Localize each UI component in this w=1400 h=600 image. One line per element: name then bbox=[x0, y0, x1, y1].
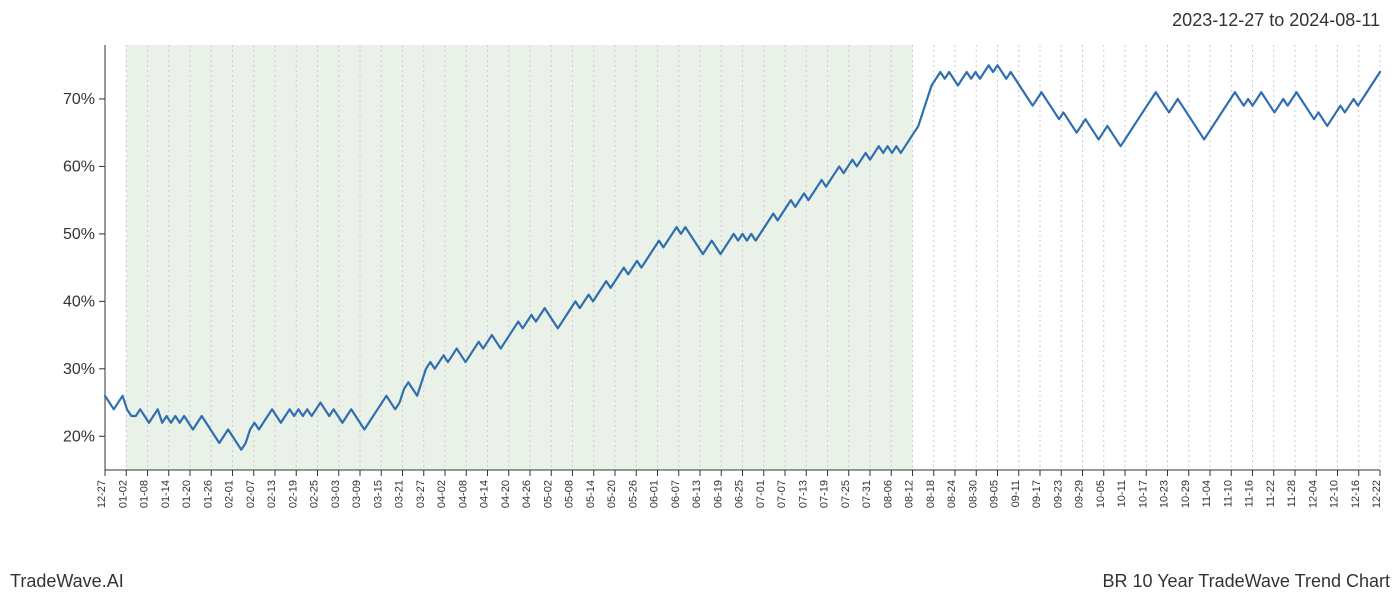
svg-text:03-27: 03-27 bbox=[415, 480, 427, 508]
svg-text:06-19: 06-19 bbox=[712, 480, 724, 508]
svg-text:11-10: 11-10 bbox=[1222, 480, 1234, 507]
svg-text:07-25: 07-25 bbox=[840, 480, 852, 508]
svg-text:04-02: 04-02 bbox=[436, 480, 448, 508]
svg-text:04-26: 04-26 bbox=[521, 480, 533, 508]
svg-text:09-11: 09-11 bbox=[1010, 480, 1022, 507]
svg-text:08-12: 08-12 bbox=[904, 480, 916, 508]
svg-text:04-14: 04-14 bbox=[479, 480, 491, 508]
trend-chart: 20% 30% 40% 50% 60% 70% 12-27 01-02 01-08 01-14 01… bbox=[0, 45, 1400, 535]
svg-text:04-20: 04-20 bbox=[500, 480, 512, 508]
svg-text:07-07: 07-07 bbox=[776, 480, 788, 508]
svg-text:09-29: 09-29 bbox=[1074, 480, 1086, 508]
svg-text:12-27: 12-27 bbox=[96, 480, 108, 508]
svg-text:11-22: 11-22 bbox=[1265, 480, 1277, 507]
svg-text:07-01: 07-01 bbox=[755, 480, 767, 508]
svg-text:10-29: 10-29 bbox=[1180, 480, 1192, 508]
footer-chart-title: BR 10 Year TradeWave Trend Chart bbox=[1103, 571, 1391, 592]
svg-text:11-04: 11-04 bbox=[1201, 480, 1213, 507]
svg-text:01-08: 01-08 bbox=[139, 480, 151, 508]
date-range-label: 2023-12-27 to 2024-08-11 bbox=[1172, 10, 1380, 31]
svg-text:40%: 40% bbox=[63, 293, 95, 310]
svg-text:07-31: 07-31 bbox=[861, 480, 873, 508]
svg-text:03-21: 03-21 bbox=[394, 480, 406, 508]
svg-text:05-26: 05-26 bbox=[627, 480, 639, 508]
svg-text:04-08: 04-08 bbox=[457, 480, 469, 508]
svg-text:02-13: 02-13 bbox=[266, 480, 278, 508]
svg-text:02-01: 02-01 bbox=[224, 480, 236, 508]
svg-text:01-20: 01-20 bbox=[181, 480, 193, 508]
svg-text:12-16: 12-16 bbox=[1350, 480, 1362, 508]
svg-text:10-05: 10-05 bbox=[1095, 480, 1107, 508]
svg-text:02-25: 02-25 bbox=[309, 480, 321, 508]
svg-text:03-09: 03-09 bbox=[351, 480, 363, 508]
svg-text:10-17: 10-17 bbox=[1137, 480, 1149, 508]
svg-text:07-13: 07-13 bbox=[797, 480, 809, 508]
svg-text:10-23: 10-23 bbox=[1159, 480, 1171, 508]
svg-text:02-19: 02-19 bbox=[287, 480, 299, 508]
svg-text:03-15: 03-15 bbox=[372, 480, 384, 508]
svg-text:30%: 30% bbox=[63, 361, 95, 378]
svg-text:20%: 20% bbox=[63, 428, 95, 445]
svg-text:11-16: 11-16 bbox=[1244, 480, 1256, 507]
svg-text:08-24: 08-24 bbox=[946, 480, 958, 508]
svg-text:50%: 50% bbox=[63, 226, 95, 243]
svg-text:01-26: 01-26 bbox=[202, 480, 214, 508]
svg-text:05-14: 05-14 bbox=[585, 480, 597, 508]
svg-text:08-06: 08-06 bbox=[882, 480, 894, 508]
svg-text:06-07: 06-07 bbox=[670, 480, 682, 508]
svg-text:12-04: 12-04 bbox=[1307, 480, 1319, 508]
svg-text:05-02: 05-02 bbox=[542, 480, 554, 508]
svg-text:08-30: 08-30 bbox=[967, 480, 979, 508]
chart-svg: 20% 30% 40% 50% 60% 70% 12-27 01-02 01-08 01-14 01… bbox=[0, 45, 1400, 535]
svg-text:11-28: 11-28 bbox=[1286, 480, 1298, 507]
svg-text:05-08: 05-08 bbox=[564, 480, 576, 508]
svg-text:09-05: 09-05 bbox=[989, 480, 1001, 508]
svg-text:06-25: 06-25 bbox=[734, 480, 746, 508]
svg-text:06-13: 06-13 bbox=[691, 480, 703, 508]
svg-text:70%: 70% bbox=[63, 91, 95, 108]
svg-text:06-01: 06-01 bbox=[649, 480, 661, 508]
svg-text:01-14: 01-14 bbox=[160, 480, 172, 508]
svg-text:10-11: 10-11 bbox=[1116, 480, 1128, 507]
svg-text:03-03: 03-03 bbox=[330, 480, 342, 508]
svg-text:12-22: 12-22 bbox=[1371, 480, 1383, 508]
svg-text:02-07: 02-07 bbox=[245, 480, 257, 508]
svg-text:08-18: 08-18 bbox=[925, 480, 937, 508]
svg-text:09-23: 09-23 bbox=[1052, 480, 1064, 508]
svg-text:60%: 60% bbox=[63, 158, 95, 175]
svg-text:05-20: 05-20 bbox=[606, 480, 618, 508]
svg-text:07-19: 07-19 bbox=[819, 480, 831, 508]
footer-brand: TradeWave.AI bbox=[10, 571, 124, 592]
svg-text:01-02: 01-02 bbox=[117, 480, 129, 508]
svg-text:12-10: 12-10 bbox=[1329, 480, 1341, 508]
svg-text:09-17: 09-17 bbox=[1031, 480, 1043, 508]
